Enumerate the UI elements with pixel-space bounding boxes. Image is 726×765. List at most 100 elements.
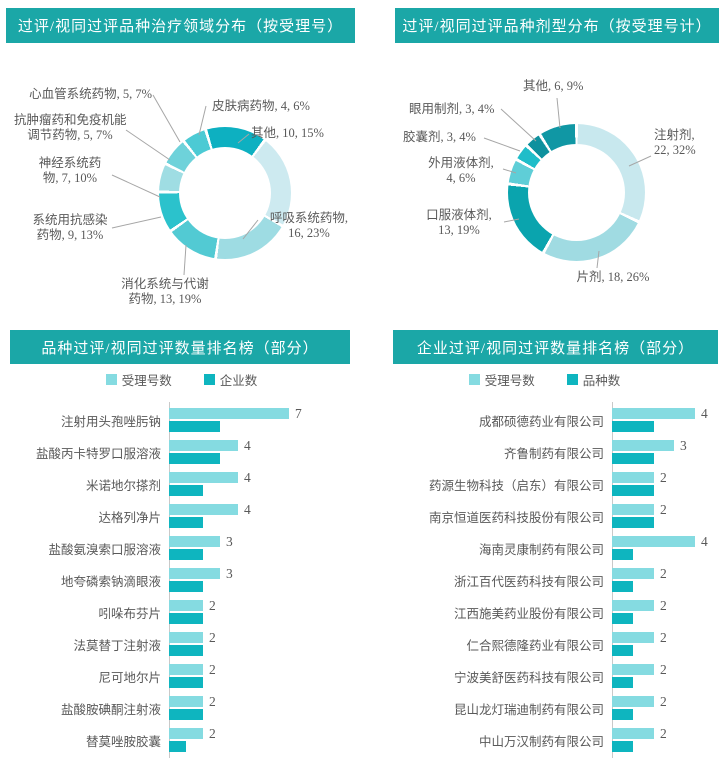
bar-category-label: 米诺地尔搽剂 xyxy=(85,478,161,493)
bar-value-label: 2 xyxy=(660,598,667,613)
donut-slice-label-line: 16, 23% xyxy=(288,226,330,240)
bar-acceptance-count[interactable] xyxy=(612,408,695,419)
bar-company-count[interactable] xyxy=(169,549,203,560)
bar-product-count[interactable] xyxy=(612,613,633,624)
bar-acceptance-count[interactable] xyxy=(612,440,674,451)
bar-acceptance-count[interactable] xyxy=(169,728,203,739)
donut-slice-label-line: 注射剂, xyxy=(654,128,695,142)
bar-line: 4 xyxy=(169,502,361,517)
bar-product-count[interactable] xyxy=(612,581,633,592)
panel-product-ranking-bars: 品种过评/视同过评数量排名榜（部分） 受理号数 企业数 注射用头孢唑肟钠 7 盐酸丙… xyxy=(0,328,363,765)
bar-company-count[interactable] xyxy=(169,421,220,432)
legend-item-acceptance-count[interactable]: 受理号数 xyxy=(468,370,535,389)
company-ranking-bar-chart: 成都硕德药业有限公司 4 齐鲁制药有限公司 3 药源生物科技（启东）有限公司 2 南京恒道医… xyxy=(363,404,724,756)
bar-acceptance-count[interactable] xyxy=(612,664,654,675)
y-axis-line xyxy=(169,402,170,758)
bar-acceptance-count[interactable] xyxy=(169,472,238,483)
bar-acceptance-count[interactable] xyxy=(169,664,203,675)
bar-acceptance-count[interactable] xyxy=(612,568,654,579)
bar-group: 2 xyxy=(169,631,361,656)
bar-line xyxy=(612,421,724,432)
panel-company-ranking-bars: 企业过评/视同过评数量排名榜（部分） 受理号数 品种数 成都硕德药业有限公司 4 齐… xyxy=(363,328,726,765)
bar-value-label: 3 xyxy=(226,566,233,581)
legend-item-company-count[interactable]: 企业数 xyxy=(203,370,257,389)
bar-product-count[interactable] xyxy=(612,709,633,720)
panel-title-product-ranking: 品种过评/视同过评数量排名榜（部分） xyxy=(10,330,350,364)
bar-product-count[interactable] xyxy=(612,485,654,496)
bar-product-count[interactable] xyxy=(612,517,654,528)
bar-acceptance-count[interactable] xyxy=(169,408,289,419)
bar-line xyxy=(612,645,724,656)
bar-row: 江西施美药业股份有限公司 2 xyxy=(363,596,724,628)
bar-product-count[interactable] xyxy=(612,741,633,752)
bar-row: 宁波美舒医药科技有限公司 2 xyxy=(363,660,724,692)
bar-company-count[interactable] xyxy=(169,581,203,592)
bar-product-count[interactable] xyxy=(612,421,654,432)
bar-company-count[interactable] xyxy=(169,453,220,464)
legend-item-product-count[interactable]: 品种数 xyxy=(566,370,620,389)
donut-slice-label-line: 其他, 10, 15% xyxy=(251,126,324,140)
bar-product-count[interactable] xyxy=(612,677,633,688)
bar-company-count[interactable] xyxy=(169,613,203,624)
bar-company-count[interactable] xyxy=(169,741,186,752)
bar-category-label: 中山万汉制药有限公司 xyxy=(478,734,604,749)
bar-acceptance-count[interactable] xyxy=(169,536,220,547)
bar-row: 地夸磷索钠滴眼液 3 xyxy=(0,564,361,596)
bar-value-label: 4 xyxy=(701,534,708,549)
bar-line: 7 xyxy=(169,407,361,420)
bar-acceptance-count[interactable] xyxy=(612,632,654,643)
bar-company-count[interactable] xyxy=(169,709,203,720)
bar-group: 4 xyxy=(612,534,724,560)
bar-group: 2 xyxy=(612,663,724,688)
bar-line xyxy=(169,549,361,560)
bar-acceptance-count[interactable] xyxy=(169,504,238,515)
bar-acceptance-count[interactable] xyxy=(612,600,654,611)
y-axis-line xyxy=(612,402,613,758)
bar-acceptance-count[interactable] xyxy=(169,568,220,579)
donut-slice-label-line: 神经系统药 xyxy=(38,156,102,170)
bar-category-label: 替莫唑胺胶囊 xyxy=(85,734,161,749)
legend-item-acceptance-count[interactable]: 受理号数 xyxy=(105,370,172,389)
bar-acceptance-count[interactable] xyxy=(169,696,203,707)
donut-slice-label-line: 胶囊剂, 3, 4% xyxy=(403,130,476,144)
bar-value-label: 2 xyxy=(660,566,667,581)
donut-slice-label: 片剂, 18, 26% xyxy=(557,270,669,285)
bar-product-count[interactable] xyxy=(612,645,633,656)
bar-company-count[interactable] xyxy=(169,485,203,496)
bar-company-count[interactable] xyxy=(169,677,203,688)
bar-company-count[interactable] xyxy=(169,517,203,528)
bar-product-count[interactable] xyxy=(612,549,633,560)
bar-company-count[interactable] xyxy=(169,645,203,656)
bar-product-count[interactable] xyxy=(612,453,654,464)
legend-label: 受理号数 xyxy=(121,374,172,388)
bar-acceptance-count[interactable] xyxy=(612,696,654,707)
bar-acceptance-count[interactable] xyxy=(169,440,238,451)
bar-value-label: 4 xyxy=(244,470,251,485)
bar-acceptance-count[interactable] xyxy=(169,632,203,643)
bar-acceptance-count[interactable] xyxy=(612,536,695,547)
donut-slice-label-line: 外用液体剂, xyxy=(428,156,494,170)
bar-acceptance-count[interactable] xyxy=(612,472,654,483)
donut-slice-label-line: 药物, 13, 19% xyxy=(128,292,202,306)
bar-line: 3 xyxy=(169,566,361,581)
donut-slice-label-line: 系统用抗感染 xyxy=(32,213,108,227)
donut-slice-label-line: 皮肤病药物, 4, 6% xyxy=(212,99,310,113)
bar-group: 4 xyxy=(169,470,361,496)
legend-swatch-product-count xyxy=(566,374,578,385)
bar-group: 2 xyxy=(169,695,361,720)
bar-category-label: 达格列净片 xyxy=(98,510,161,525)
bar-acceptance-count[interactable] xyxy=(612,504,654,515)
bar-category-label: 昆山龙灯瑞迪制药有限公司 xyxy=(453,702,604,717)
leader-line xyxy=(111,216,162,229)
bar-acceptance-count[interactable] xyxy=(169,600,203,611)
bar-group: 2 xyxy=(612,631,724,656)
bar-acceptance-count[interactable] xyxy=(612,728,654,739)
bar-line xyxy=(169,677,361,688)
bar-row: 尼可地尔片 2 xyxy=(0,660,361,692)
donut-slice-label-line: 13, 19% xyxy=(438,223,480,237)
donut-slice-label: 眼用制剂, 3, 4% xyxy=(409,102,501,117)
bar-value-label: 4 xyxy=(244,502,251,517)
bar-line xyxy=(169,613,361,624)
bar-value-label: 2 xyxy=(209,726,216,741)
panel-title-text: 企业过评/视同过评数量排名榜（部分） xyxy=(416,340,695,357)
